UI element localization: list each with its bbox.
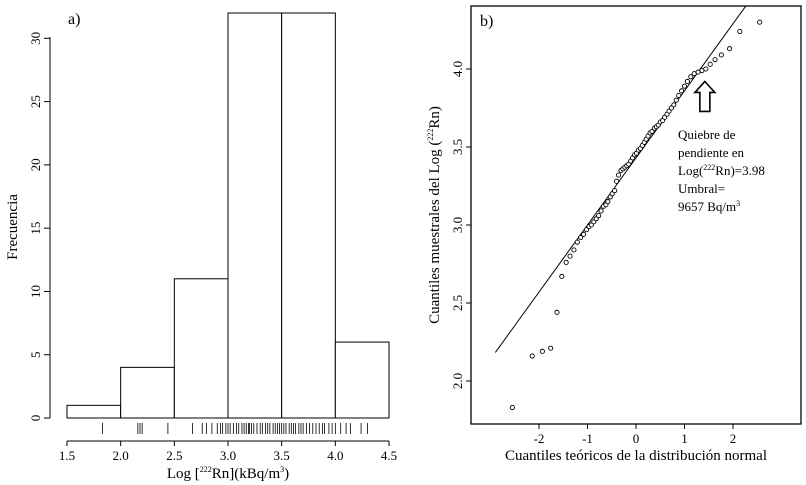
qq-point [712,57,718,63]
qq-point [615,172,622,178]
histogram-bar [66,404,122,419]
histogram-bar [173,278,229,419]
histogram-x-tick-label: 4.5 [381,448,397,463]
qq-point [612,188,618,194]
annotation-line-1: Quiebre de [678,127,736,142]
histogram-x-title-part-3: ) [284,466,289,482]
histogram-x-tick-label: 3.0 [220,448,236,463]
histogram-x-tick-label: 1.5 [59,448,75,463]
histogram-y-tick-label: 5 [28,351,43,358]
qq-point [554,309,560,315]
histogram-x-ticks: 1.5 2.0 2.5 3.0 3.5 4.0 4.5 [59,441,397,463]
qq-panel-label: b) [480,13,493,30]
qq-point [605,199,611,205]
qq-y-tick-label: 4.0 [450,61,465,77]
qq-point [574,239,580,245]
qq-point [581,231,587,237]
qq-point [737,29,743,35]
histogram-x-title-sup-1: 222 [200,465,212,474]
annotation-line-5: 9657 Bq/m3 [678,199,740,214]
qq-point [548,345,554,351]
qq-point [614,178,620,184]
histogram-x-tick-label: 3.5 [274,448,290,463]
qq-point [727,46,733,52]
histogram-panel-label: a) [68,11,80,28]
qq-y-tick-label: 2.0 [450,373,465,389]
qq-point [681,83,688,89]
histogram-rug [102,423,368,434]
histogram-x-tick-label: 2.0 [113,448,129,463]
histogram-x-tick-label: 4.0 [327,448,343,463]
histogram-x-tick-label: 2.5 [166,448,182,463]
qq-point [688,74,694,80]
qq-y-title-part-2: Rn) [427,106,443,129]
qq-point [563,259,569,265]
annotation-line-4: Umbral= [678,181,725,196]
qq-plot-frame [470,5,802,425]
qq-y-ticks: 2.0 2.5 3.0 3.5 4.0 [450,61,471,389]
histogram-x-title-part-1: Log [ [167,466,200,482]
histogram-bar [281,12,336,419]
qq-point [578,234,584,241]
histogram-y-tick-label: 10 [28,285,43,298]
qq-points [509,19,763,411]
qq-point [529,353,535,359]
qq-plot-panel: b) -2 -1 0 1 2 2.0 2.5 3.0 3.5 4.0 Cuantiles teó… [426,5,802,464]
qq-x-ticks: -2 -1 0 1 2 [534,424,737,446]
histogram-y-tick-label: 15 [28,222,43,235]
qq-x-tick-label: 1 [681,431,688,446]
qq-point [671,102,677,108]
up-arrow-icon [693,80,717,113]
qq-point [703,66,709,72]
qq-x-axis-title: Cuantiles teóricos de la distribución no… [505,448,767,464]
qq-point [596,213,602,219]
histogram-y-ticks: 0 5 10 15 20 25 30 [28,32,50,421]
qq-reference-line [494,6,747,353]
qq-y-title-part-1: Cuantiles muestrales del Log ( [427,141,443,324]
qq-x-tick-label: -1 [582,431,593,446]
histogram-x-title-sup-2: 3 [280,465,284,474]
annotation-line-2: pendiente en [678,145,745,160]
qq-point [509,404,515,411]
histogram-y-tick-label: 30 [28,32,43,45]
qq-point [679,88,685,94]
qq-y-title-sup: 222 [426,129,435,141]
histogram-y-tick-label: 25 [28,95,43,108]
qq-x-tick-label: -2 [534,431,545,446]
histogram-y-axis-title: Frecuencia [5,194,21,260]
annotation-line-3: Log(222Rn)=3.98 [678,163,765,178]
histogram-y-tick-label: 20 [28,158,43,171]
qq-y-tick-label: 2.5 [450,295,465,311]
qq-y-tick-label: 3.5 [450,139,465,155]
qq-point [718,52,724,58]
histogram-y-tick-label: 0 [28,415,43,422]
qq-y-axis-title: Cuantiles muestrales del Log (222Rn) [426,106,443,324]
histogram-x-title-part-2: Rn](kBq/m [212,466,281,482]
qq-annotation: Quiebre de pendiente en Log(222Rn)=3.98 … [678,80,765,214]
histogram-bars [66,12,390,419]
qq-point [567,253,573,259]
histogram-bar [227,12,283,419]
qq-point [673,97,679,103]
qq-x-tick-label: 0 [633,431,640,446]
qq-x-tick-label: 2 [730,431,737,446]
qq-y-tick-label: 3.0 [450,217,465,233]
histogram-bar [120,366,175,419]
histogram-bar [334,341,390,419]
qq-point [757,19,763,25]
qq-point [598,208,604,214]
qq-point [539,348,545,354]
qq-point [707,61,713,67]
qq-point [559,273,565,280]
histogram-panel: a) 1.5 2.0 2.5 3.0 3.5 4.0 4.5 0 5 10 15 20 25 30 Fr… [5,11,397,482]
qq-point [571,247,577,253]
qq-point [684,78,690,85]
qq-point [676,92,682,99]
histogram-x-axis-title: Log [222Rn](kBq/m3) [167,465,289,482]
